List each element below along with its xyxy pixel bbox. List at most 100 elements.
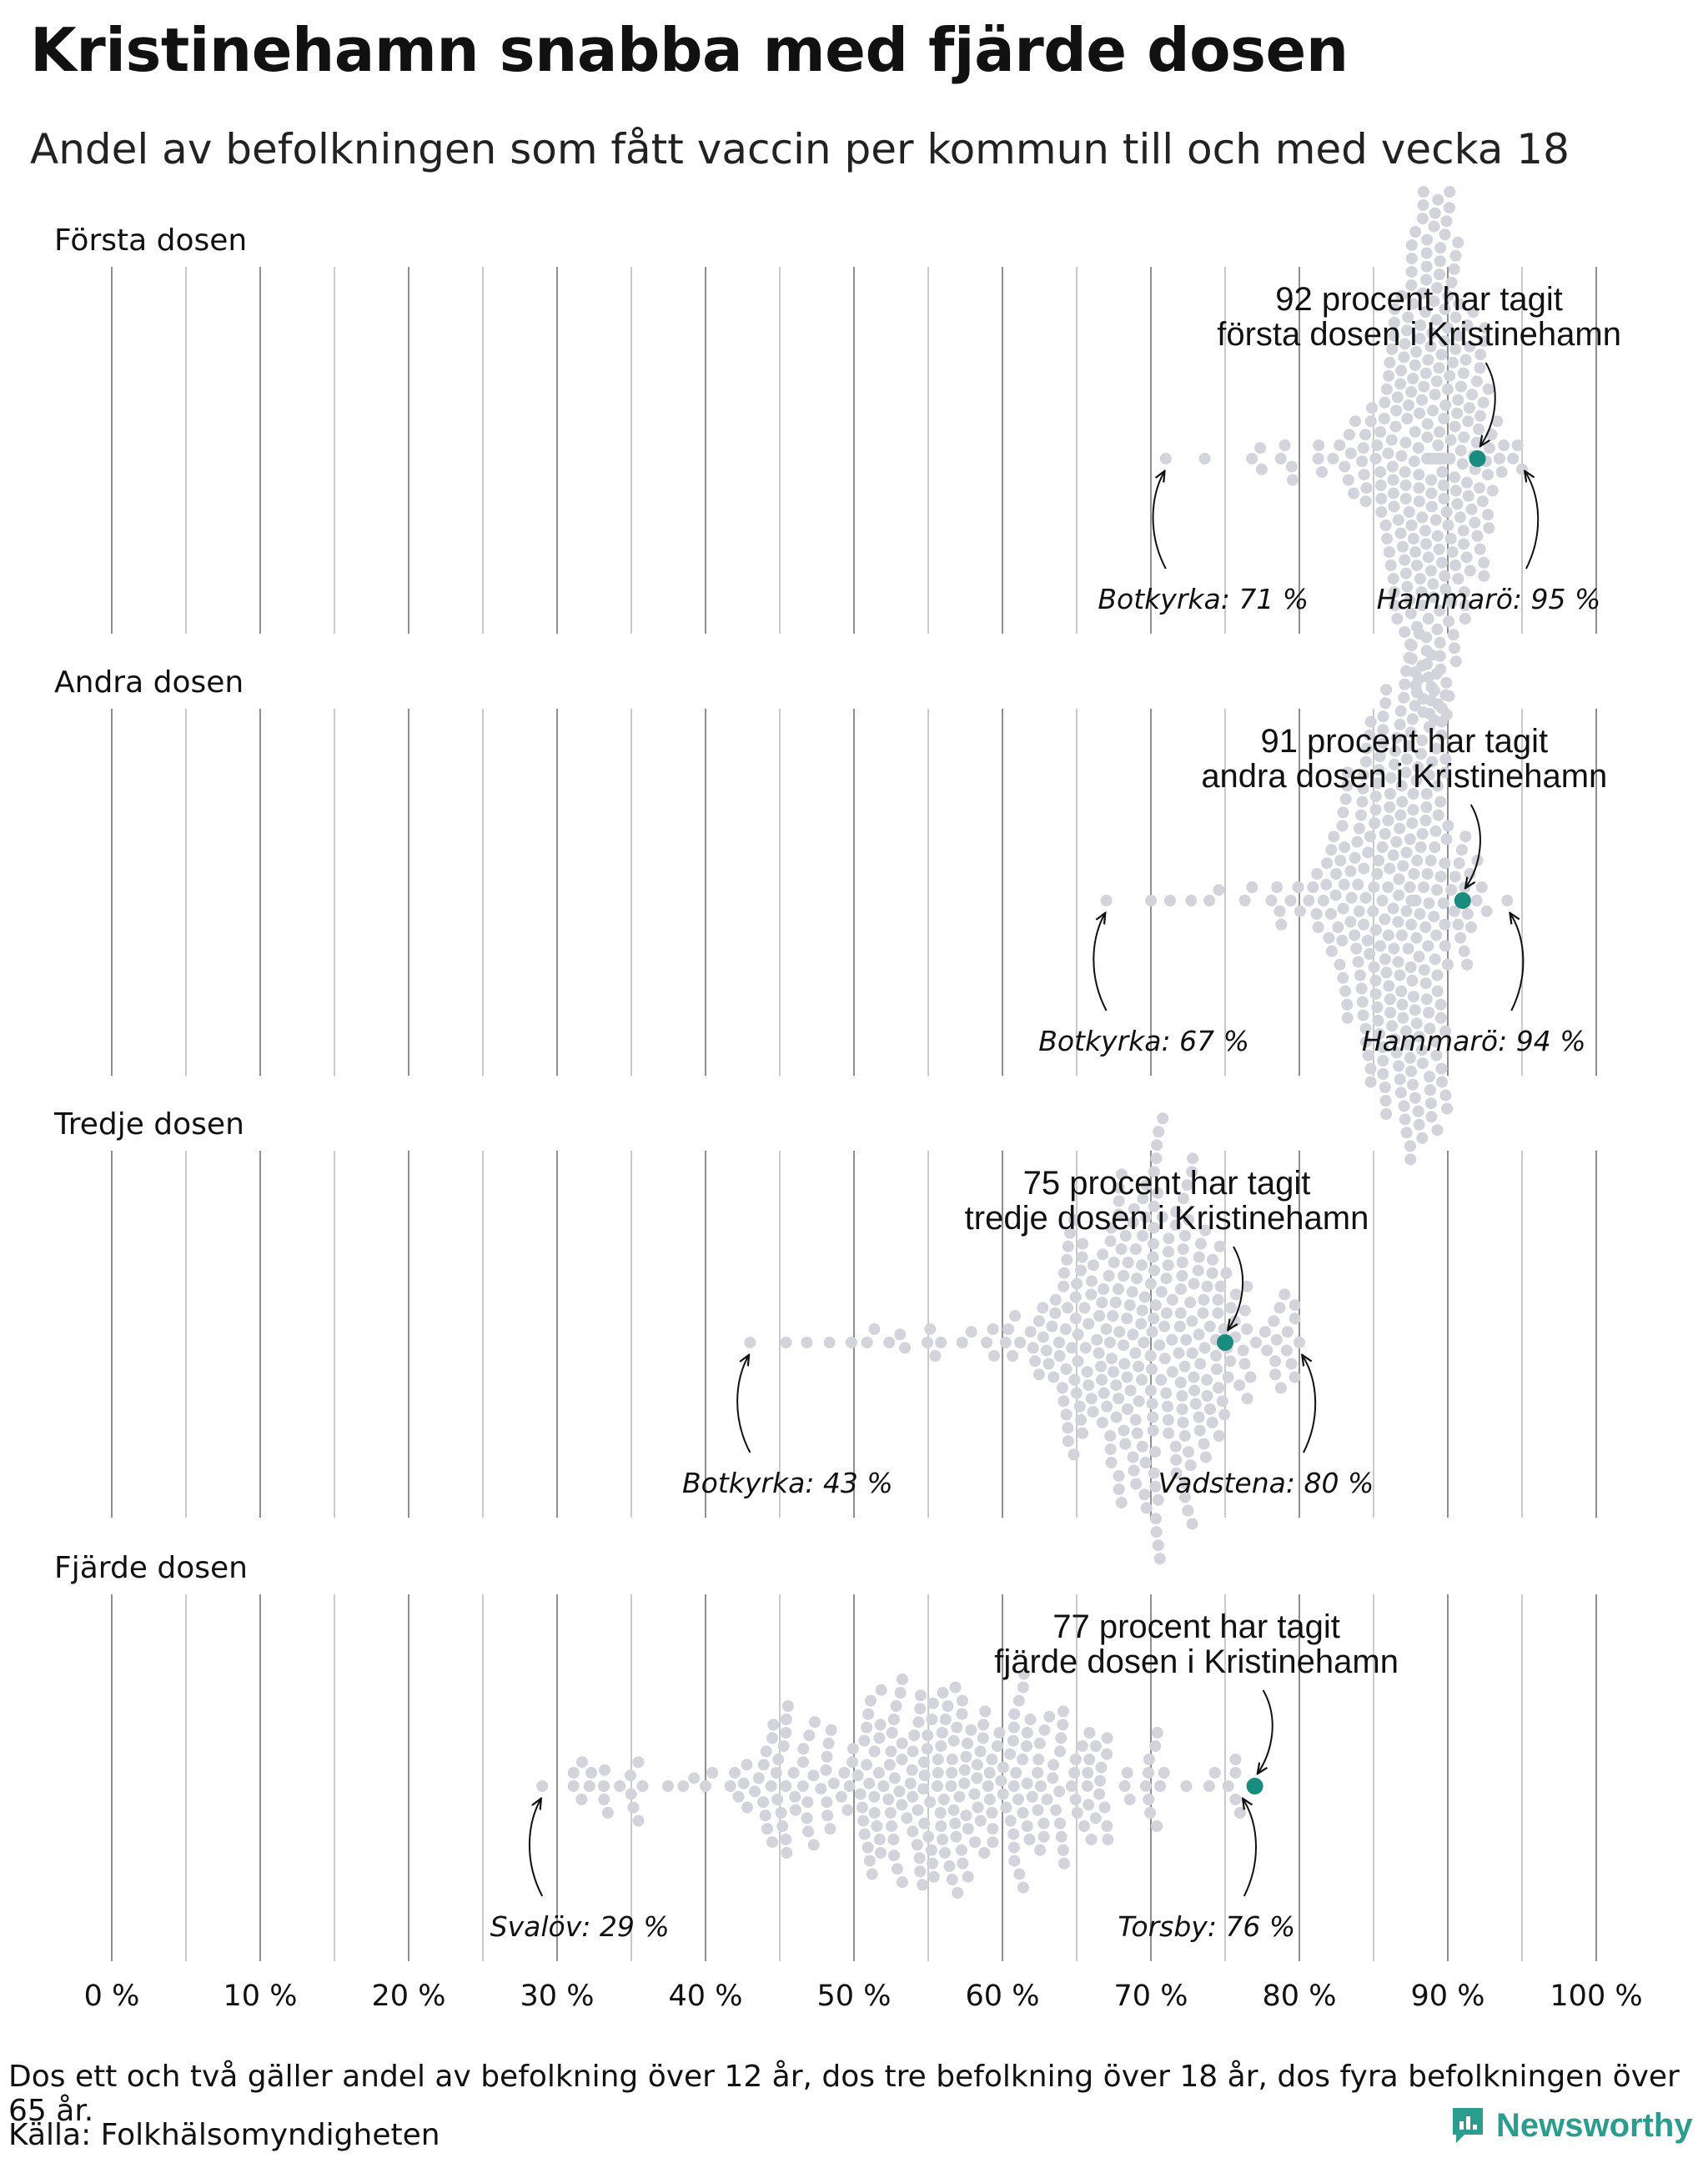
municipality-dot [1102,1834,1114,1845]
municipality-dot [1021,1820,1033,1832]
municipality-dot [1449,249,1462,262]
municipality-dot [1374,940,1387,952]
municipality-dot [1407,298,1419,310]
municipality-dot [1096,1373,1108,1386]
municipality-dot [1399,567,1412,580]
municipality-dot [999,1337,1012,1348]
municipality-dot [766,1836,779,1849]
municipality-dot [1146,1326,1158,1338]
municipality-dot [896,1799,908,1811]
municipality-dot [1115,1243,1128,1255]
municipality-dot [1412,761,1424,773]
municipality-dot [1115,1497,1128,1508]
municipality-dot [1380,1108,1393,1120]
municipality-dot [1423,721,1435,733]
municipality-dot [1423,769,1435,781]
municipality-dot [1432,439,1444,451]
municipality-dot [1358,862,1370,875]
municipality-dot [1459,613,1471,625]
municipality-dot [1233,1379,1246,1392]
municipality-dot [1334,439,1346,451]
highlight-arrow [1481,362,1496,445]
municipality-dot [752,1772,765,1784]
municipality-dot [1459,831,1472,843]
municipality-dot [1394,527,1407,539]
municipality-dot [1464,340,1476,353]
municipality-dot [1156,1211,1168,1223]
municipality-dot [815,1783,827,1795]
municipality-dot [1449,871,1461,883]
municipality-dot [1012,1794,1024,1805]
municipality-dot [1004,1814,1017,1827]
municipality-dot [1431,1124,1444,1137]
municipality-dot [921,1337,933,1348]
municipality-dot [983,1794,996,1805]
municipality-dot [1137,1192,1149,1205]
municipality-dot [1032,1804,1044,1816]
municipality-dot [1419,367,1432,379]
municipality-dot [1180,1333,1193,1346]
municipality-dot [1416,287,1429,299]
municipality-dot [1434,426,1446,438]
municipality-dot [1139,1780,1152,1792]
municipality-dot [1032,1315,1045,1327]
municipality-dot [971,1772,983,1784]
municipality-dot [969,1836,982,1849]
municipality-dot [802,1825,815,1838]
municipality-dot [1429,1036,1442,1048]
municipality-dot [1390,731,1403,744]
municipality-dot [862,1708,875,1720]
municipality-dot [1153,1339,1166,1352]
municipality-dot [1429,207,1441,219]
municipality-dot [1024,1714,1037,1725]
municipality-dot [1444,369,1456,382]
municipality-dot [1237,1344,1249,1357]
municipality-dot [1357,782,1369,795]
x-tick-label: 20 % [372,1980,446,2013]
municipality-dot [1278,1288,1291,1301]
municipality-dot [1042,1358,1055,1370]
municipality-dot [1387,902,1399,915]
municipality-dot [1328,831,1340,843]
municipality-dot [1403,651,1415,664]
municipality-dot [1474,362,1486,374]
municipality-dot [1119,1438,1132,1450]
municipality-dot [1364,948,1376,960]
municipality-dot [1148,1467,1160,1479]
municipality-dot [1113,1326,1126,1338]
municipality-dot [1055,1830,1068,1843]
municipality-dot [942,1700,954,1712]
municipality-dot [1113,1195,1125,1207]
municipality-dot [1176,1403,1188,1415]
municipality-dot [1387,474,1399,486]
municipality-dot [1341,766,1354,779]
municipality-dot [1452,918,1464,931]
municipality-dot [1176,1270,1188,1282]
municipality-dot [1405,1065,1418,1077]
municipality-dot [1425,1111,1438,1123]
municipality-dot [901,1812,913,1824]
municipality-dot [1388,500,1400,513]
municipality-dot [1143,1754,1155,1765]
municipality-dot [874,1719,887,1731]
municipality-dot [1433,543,1445,555]
municipality-dot [1430,375,1443,388]
municipality-dot [982,1780,994,1792]
municipality-dot [1148,1166,1160,1178]
municipality-dot [741,1801,753,1814]
municipality-dot [1416,735,1429,746]
municipality-dot [1389,758,1401,770]
municipality-dot [1357,769,1369,781]
municipality-dot [1129,1347,1142,1359]
municipality-dot [1152,1187,1164,1199]
municipality-dot [1393,889,1405,901]
municipality-dot [838,1767,851,1779]
municipality-dot [1337,806,1349,819]
municipality-dot [1068,1448,1080,1461]
municipality-dot [1369,453,1382,464]
municipality-dot [843,1780,856,1792]
municipality-dot [1364,1062,1377,1075]
municipality-dot [1144,1384,1157,1397]
municipality-dot [872,1767,885,1779]
municipality-dot [1429,841,1441,853]
